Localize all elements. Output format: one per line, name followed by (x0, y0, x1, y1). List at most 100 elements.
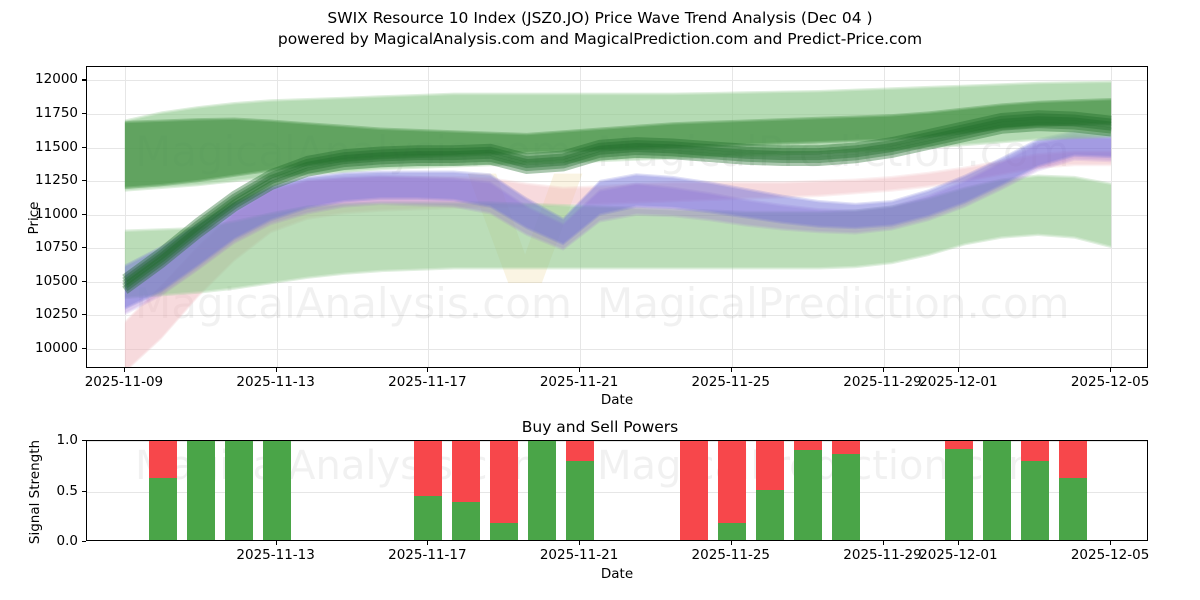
signal-bar[interactable] (831, 441, 860, 540)
buy-sell-x-tick-label: 2025-12-05 (1070, 547, 1150, 563)
signal-bar[interactable] (717, 441, 746, 540)
buy-sell-y-tick-mark (82, 440, 86, 442)
buy-sell-y-axis-label: Signal Strength (27, 439, 43, 545)
sell-power-segment (717, 441, 746, 523)
price-x-tick-mark (882, 368, 884, 372)
price-gridline-vertical (1111, 67, 1113, 367)
sell-power-segment (831, 441, 860, 455)
signal-bar[interactable] (414, 441, 443, 540)
price-x-tick-label: 2025-12-05 (1070, 374, 1150, 390)
price-trend-line (122, 119, 1112, 292)
buy-sell-gridline-horizontal (87, 491, 1147, 493)
price-gridline-vertical (276, 67, 278, 367)
price-x-tick-label: 2025-11-13 (236, 374, 315, 390)
wave-band-pink-wave-band (124, 150, 1112, 367)
price-y-axis-label: Price (26, 201, 42, 235)
buy-sell-x-tick-label: 2025-12-01 (919, 547, 998, 563)
price-x-tick-label: 2025-11-25 (691, 374, 771, 390)
price-y-tick-mark (82, 79, 86, 81)
signal-bar[interactable] (983, 441, 1012, 540)
buy-power-segment (186, 441, 215, 540)
price-gridline-vertical (959, 67, 961, 367)
buy-sell-powers-chart: MagicalAnalysis.com MagicalPrediction.com (86, 440, 1148, 541)
price-x-tick-mark (427, 368, 429, 372)
price-y-tick-mark (82, 146, 86, 148)
signal-bar[interactable] (262, 441, 291, 540)
sell-power-segment (945, 441, 974, 450)
buy-sell-x-tick-label: 2025-11-17 (388, 547, 467, 563)
price-gridline-vertical (580, 67, 582, 367)
signal-bar[interactable] (148, 441, 177, 540)
wave-band-mid-green-core-band (124, 98, 1112, 187)
price-gridline-horizontal (87, 181, 1147, 183)
price-y-tick-mark (82, 247, 86, 249)
signal-bar[interactable] (490, 441, 519, 540)
wave-band-upper-green-band (124, 81, 1112, 191)
signal-bar[interactable] (1021, 441, 1050, 540)
signal-bar[interactable] (566, 441, 595, 540)
price-trend-line (122, 110, 1112, 283)
price-y-tick-label: 11000 (35, 205, 78, 222)
price-y-tick-label: 10000 (35, 339, 78, 356)
buy-sell-y-tick-mark (82, 541, 86, 543)
price-trend-line (122, 113, 1112, 286)
price-gridline-vertical (883, 67, 885, 367)
price-y-tick-mark (82, 112, 86, 115)
buy-power-segment (983, 441, 1012, 540)
sell-power-segment (679, 441, 708, 540)
wave-band-blue-wave-band (124, 131, 1112, 309)
buy-sell-x-tick-label: 2025-11-25 (691, 547, 771, 563)
signal-bar[interactable] (186, 441, 215, 540)
signal-bar[interactable] (945, 441, 974, 540)
price-y-tick-mark (82, 180, 86, 182)
price-gridline-horizontal (87, 315, 1147, 317)
buy-sell-y-tick-label: 1.0 (56, 432, 78, 448)
buy-power-segment (528, 441, 557, 540)
sell-power-segment (148, 441, 177, 479)
signal-bar[interactable] (452, 441, 481, 540)
sell-power-segment (566, 441, 595, 462)
wave-band-pink-wave-band (124, 151, 1112, 367)
price-y-tick-mark (82, 314, 86, 316)
price-wave-chart: MagicalAnalysis.com MagicalPrediction.com… (86, 66, 1148, 368)
sell-power-segment (452, 441, 481, 502)
buy-sell-x-tick-label: 2025-11-21 (539, 547, 619, 563)
price-x-axis-label: Date (600, 392, 634, 408)
signal-bar[interactable] (1059, 441, 1088, 540)
buy-sell-x-tick-mark (579, 541, 581, 545)
signal-bar[interactable] (755, 441, 784, 540)
price-y-tick-label: 11750 (35, 104, 78, 121)
buy-sell-x-tick-label: 2025-11-13 (236, 547, 315, 563)
sell-power-segment (414, 441, 443, 496)
buy-sell-gridline-horizontal (87, 441, 1147, 442)
sell-power-segment (1059, 441, 1088, 479)
wave-band-upper-green-band (124, 80, 1112, 190)
price-y-tick-label: 10750 (35, 239, 78, 256)
wave-band-lower-green-band (124, 175, 1112, 298)
price-wave-bands (122, 80, 1112, 367)
buy-sell-x-tick-mark (275, 541, 277, 545)
price-gridline-horizontal (87, 281, 1147, 283)
sell-power-segment (755, 441, 784, 490)
price-y-tick-mark (82, 347, 86, 349)
wave-band-mid-green-core-band (124, 99, 1112, 188)
buy-power-segment (755, 489, 784, 540)
price-y-tick-label: 10500 (35, 272, 78, 289)
price-x-tick-mark (579, 368, 581, 372)
price-trend-line (122, 116, 1112, 289)
signal-bar[interactable] (679, 441, 708, 540)
price-gridline-horizontal (87, 80, 1147, 82)
price-y-tick-label: 10250 (35, 306, 78, 323)
signal-bar[interactable] (224, 441, 253, 540)
price-gridline-vertical (731, 67, 733, 367)
buy-power-segment (224, 441, 253, 540)
buy-sell-x-tick-mark (730, 541, 732, 545)
price-trend-line (122, 122, 1112, 294)
buy-power-segment (566, 461, 595, 540)
price-gridline-horizontal (87, 147, 1147, 149)
wave-band-blue-wave-band (124, 132, 1112, 310)
wave-band-lower-green-band (124, 174, 1112, 297)
buy-sell-x-tick-mark (427, 541, 429, 545)
signal-bar[interactable] (528, 441, 557, 540)
signal-bar[interactable] (793, 441, 822, 540)
